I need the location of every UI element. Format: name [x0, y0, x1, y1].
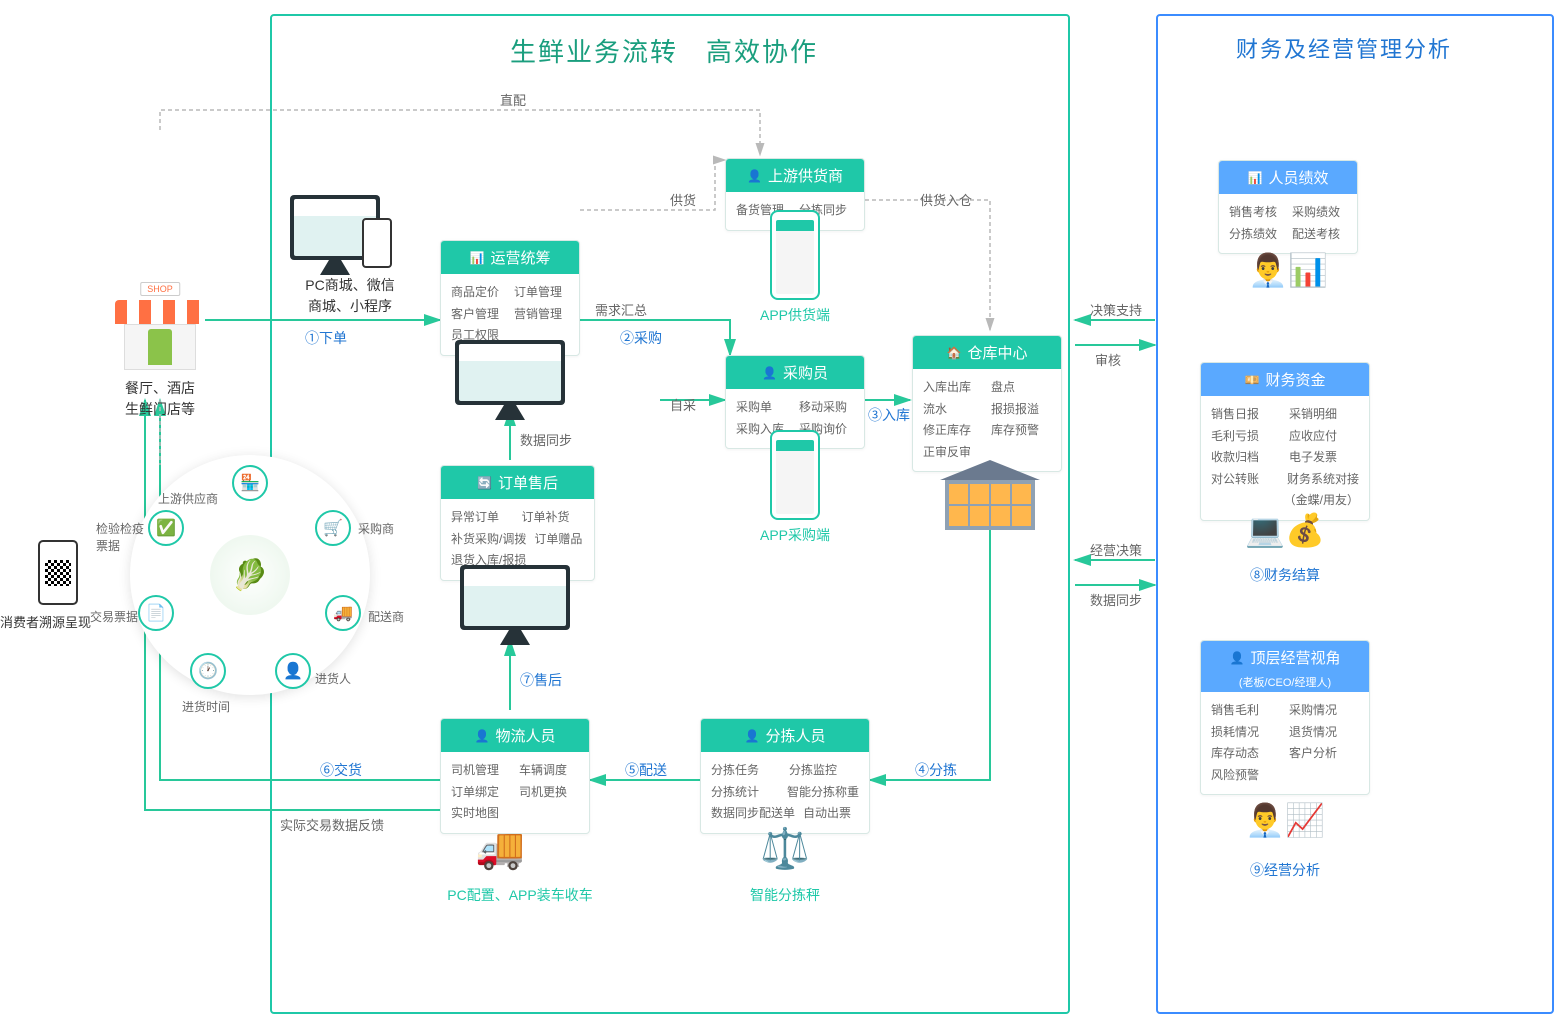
mall-phone-icon	[362, 218, 392, 268]
circle-label: 检验检疫 票据	[96, 520, 144, 554]
operations-monitor	[455, 340, 565, 420]
step-6: ⑥交货	[320, 760, 362, 780]
circle-node: 🛒	[315, 510, 351, 546]
circle-label: 进货时间	[182, 698, 230, 715]
sorting-caption: 智能分拣秤	[700, 885, 870, 905]
label-datasync: 数据同步	[520, 430, 572, 449]
circle-label: 进货人	[315, 670, 351, 687]
label-datasync2: 数据同步	[1090, 590, 1142, 609]
chart-icon	[470, 249, 485, 266]
label-demand: 需求汇总	[595, 300, 647, 319]
step-4: ④分拣	[915, 760, 957, 780]
mall-caption: PC商城、微信 商城、小程序	[280, 275, 420, 317]
purchaser-phone	[770, 430, 820, 520]
circle-node: 📄	[138, 595, 174, 631]
warehouse-card: 仓库中心 入库出库盘点 流水报损报溢 修正库存库存预警 正审反审	[912, 335, 1062, 472]
sorting-illus: ⚖️	[760, 825, 810, 872]
warehouse-icon	[940, 460, 1040, 530]
circle-node: 🕐	[190, 653, 226, 689]
finance-caption: ⑧财务结算	[1200, 565, 1370, 585]
label-audit: 审核	[1095, 350, 1121, 369]
circle-label: 采购商	[358, 520, 394, 537]
refresh-icon	[477, 474, 492, 491]
step-2: ②采购	[620, 328, 662, 348]
circle-node: 🚚	[325, 595, 361, 631]
aftersale-card: 订单售后 异常订单订单补货 补货采购/调拨订单赠品 退货入库/报损	[440, 465, 595, 581]
supplier-caption: APP供货端	[725, 305, 865, 325]
consumer-label: 消费者溯源呈现	[0, 612, 91, 631]
topview-card: 顶层经营视角 (老板/CEO/经理人) 销售毛利采购情况 损耗情况退货情况 库存…	[1200, 640, 1370, 795]
consumer-qr	[38, 540, 78, 605]
diagram-canvas: 生鲜业务流转 高效协作 财务及经营管理分析	[0, 0, 1567, 1029]
label-supplyin: 供货入仓	[920, 190, 972, 209]
side-title: 财务及经营管理分析	[1236, 32, 1452, 64]
step-3: ③入库	[868, 405, 910, 425]
step-7: ⑦售后	[520, 670, 562, 690]
home-icon	[947, 344, 962, 361]
circle-node: ✅	[148, 510, 184, 546]
topview-caption: ⑨经营分析	[1200, 860, 1370, 880]
logistics-caption: PC配置、APP装车收车	[420, 885, 620, 905]
main-title: 生鲜业务流转 高效协作	[510, 32, 818, 69]
operations-card: 运营统筹 商品定价订单管理 客户管理营销管理 员工权限	[440, 240, 580, 356]
logistics-card: 物流人员 司机管理车辆调度 订单绑定司机更换 实时地图	[440, 718, 590, 834]
circle-label: 交易票据	[90, 608, 138, 625]
purchaser-caption: APP采购端	[725, 525, 865, 545]
shop-icon: SHOP	[115, 300, 205, 370]
label-decision: 决策支持	[1090, 300, 1142, 319]
circle-node: 👤	[275, 653, 311, 689]
chart-icon	[1248, 169, 1263, 186]
finance-card: 财务资金 销售日报采销明细 毛利亏损应收应付 收款归档电子发票 对公转账财务系统…	[1200, 362, 1370, 521]
person-icon	[747, 167, 762, 184]
step-1: ①下单	[305, 328, 347, 348]
person-icon	[1230, 649, 1245, 666]
label-self: 自采	[670, 395, 696, 414]
aftersale-monitor	[460, 565, 570, 645]
person-icon	[745, 727, 760, 744]
circle-node: 🏪	[232, 465, 268, 501]
circle-label: 配送商	[368, 608, 404, 625]
shop-label: 餐厅、酒店 生鲜门店等	[115, 378, 205, 420]
logistics-illus: 🚚	[475, 825, 525, 872]
circle-center-icon: 🥬	[210, 535, 290, 615]
topview-illus: 👨‍💼📈	[1235, 790, 1335, 850]
sorting-card: 分拣人员 分拣任务分拣监控 分拣统计智能分拣称重 数据同步配送单自动出票	[700, 718, 870, 834]
label-supply: 供货	[670, 190, 696, 209]
supplier-phone	[770, 210, 820, 300]
performance-illus: 👨‍💼📊	[1238, 240, 1338, 300]
finance-illus: 💻💰	[1235, 500, 1335, 560]
label-direct: 直配	[500, 90, 526, 109]
label-bizdecision: 经营决策	[1090, 540, 1142, 559]
label-feedback: 实际交易数据反馈	[280, 815, 384, 834]
person-icon	[475, 727, 490, 744]
person-icon	[762, 364, 777, 381]
step-5: ⑤配送	[625, 760, 667, 780]
money-icon	[1245, 371, 1260, 388]
circle-label: 上游供应商	[158, 490, 218, 507]
